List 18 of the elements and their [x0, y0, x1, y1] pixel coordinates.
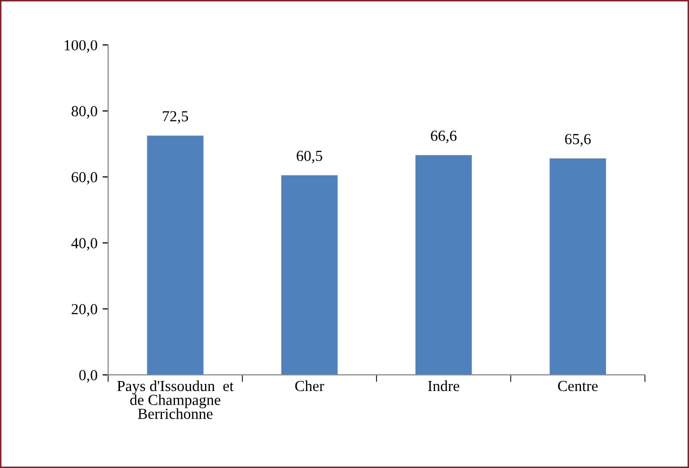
bar — [147, 136, 204, 375]
bar — [550, 158, 606, 375]
y-tick-label: 20,0 — [72, 304, 98, 317]
bar — [281, 175, 338, 375]
data-label: 72,5 — [162, 111, 188, 124]
data-label: 66,6 — [430, 130, 457, 144]
bar — [415, 155, 472, 375]
x-tick-label: Centre — [558, 380, 598, 392]
x-tick-label: Pays d'Issoudun et de Champagne Berrichonne — [117, 380, 234, 419]
data-label: 60,5 — [296, 150, 322, 164]
y-tick-label: 80,0 — [72, 106, 98, 119]
x-tick-label: Cher — [295, 380, 324, 392]
data-label: 65,6 — [565, 134, 591, 146]
y-tick-label: 0,0 — [79, 370, 98, 383]
y-tick-label: 60,0 — [72, 172, 98, 185]
y-tick-label: 100,0 — [64, 40, 98, 53]
y-tick-label: 40,0 — [71, 238, 98, 251]
x-tick-label: Indre — [428, 380, 460, 392]
